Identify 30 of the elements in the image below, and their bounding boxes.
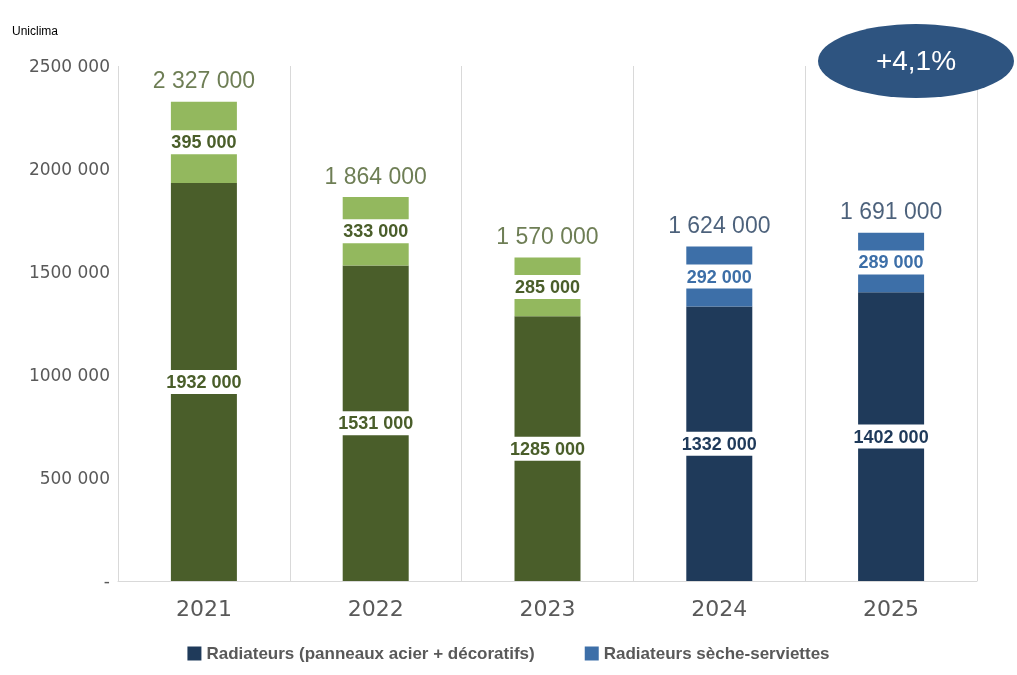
- y-tick-label: -: [103, 571, 110, 591]
- y-tick-label: 1500 000: [28, 262, 110, 282]
- x-tick-label: 2024: [691, 595, 748, 621]
- x-tick-label: 2022: [347, 595, 404, 621]
- total-label: 1 864 000: [324, 162, 427, 189]
- data-label: 1932 000: [166, 372, 242, 392]
- y-tick-label: 1000 000: [28, 365, 110, 385]
- x-tick-label: 2023: [519, 595, 576, 621]
- text: Uniclima: [12, 24, 59, 38]
- ellipse-badge: +4,1%: [818, 24, 1014, 98]
- y-tick-label: 2500 000: [28, 56, 110, 76]
- total-label: 1 570 000: [496, 223, 599, 250]
- y-tick-label: 500 000: [39, 468, 110, 488]
- data-label: 1285 000: [509, 438, 586, 459]
- data-label: 289 000: [858, 252, 924, 273]
- data-label: 395 000: [171, 132, 237, 153]
- total-label: 2 327 000: [152, 67, 256, 94]
- data-label: 1531 000: [338, 413, 414, 434]
- data-label: 333 000: [343, 221, 409, 242]
- data-label: 1332 000: [681, 433, 757, 454]
- legend-label: Radiateurs sèche-serviettes: [603, 644, 830, 663]
- data-label: 292 000: [686, 266, 752, 287]
- y-tick-label: 2000 000: [28, 159, 110, 179]
- x-tick-label: 2021: [175, 595, 232, 621]
- x-tick-label: 2025: [863, 595, 920, 621]
- total-label: 1 624 000: [668, 211, 771, 238]
- data-label: 285 000: [514, 276, 581, 297]
- legend-label: Radiateurs (panneaux acier + décoratifs): [206, 644, 535, 663]
- total-label: 1 691 000: [839, 198, 943, 225]
- data-label: 1402 000: [853, 426, 929, 447]
